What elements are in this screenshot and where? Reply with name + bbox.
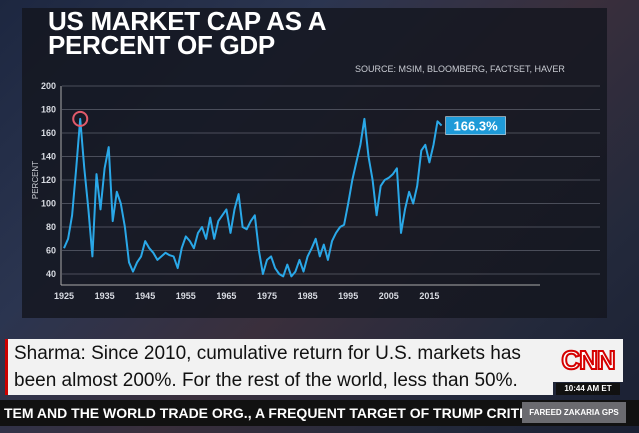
caption-line-1: Sharma: Since 2010, cumulative return fo… <box>14 343 521 364</box>
x-tick-label: 2015 <box>419 291 439 301</box>
x-tick-label: 1925 <box>54 291 74 301</box>
x-tick-label: 1965 <box>216 291 236 301</box>
y-tick-label: 100 <box>41 199 56 209</box>
end-value-label: 166.3% <box>454 119 499 134</box>
x-tick-label: 1945 <box>135 291 155 301</box>
y-tick-label: 120 <box>41 175 56 185</box>
y-tick-label: 140 <box>41 152 56 162</box>
y-tick-label: 160 <box>41 128 56 138</box>
x-tick-label: 2005 <box>379 291 399 301</box>
market-cap-line <box>63 117 443 278</box>
cnn-logo: CNN <box>553 339 623 382</box>
y-tick-label: 180 <box>41 105 56 115</box>
chart-source: SOURCE: MSIM, BLOOMBERG, FACTSET, HAVER <box>355 64 565 74</box>
peak-highlight-circle <box>72 110 89 127</box>
y-tick-label: 200 <box>41 81 56 91</box>
x-tick-label: 1995 <box>338 291 358 301</box>
x-tick-label: 1975 <box>257 291 277 301</box>
y-tick-label: 80 <box>46 222 56 232</box>
lower-third-caption: Sharma: Since 2010, cumulative return fo… <box>5 339 553 395</box>
clock: 10:44 AM ET <box>556 383 620 395</box>
chart-title: US MARKET CAP AS A PERCENT OF GDP <box>48 6 326 60</box>
chart-panel <box>22 8 607 318</box>
caption-line-2: been almost 200%. For the rest of the wo… <box>14 370 518 391</box>
x-tick-label: 1955 <box>176 291 196 301</box>
y-tick-label: 60 <box>46 246 56 256</box>
y-axis-label: PERCENT <box>31 161 40 199</box>
ticker-text: TEM AND THE WORLD TRADE ORG., A FREQUENT… <box>4 405 547 421</box>
show-name: FAREED ZAKARIA GPS <box>522 402 626 423</box>
y-tick-label: 40 <box>46 269 56 279</box>
x-tick-label: 1935 <box>95 291 115 301</box>
end-value-badge <box>445 116 506 135</box>
x-tick-label: 1985 <box>298 291 318 301</box>
